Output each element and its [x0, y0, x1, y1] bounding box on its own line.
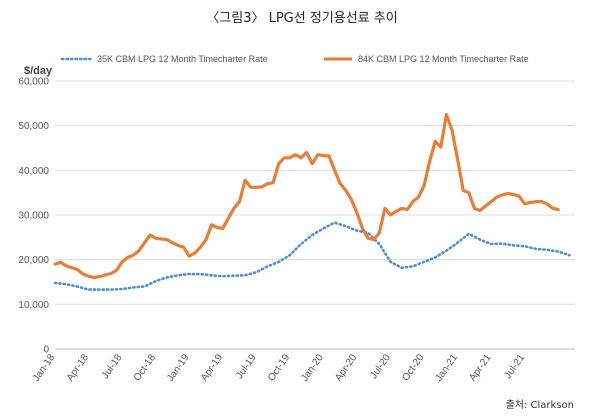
x-tick-label: Oct-18 [132, 352, 158, 383]
y-tick-label: 0 [43, 345, 49, 356]
legend: 35K CBM LPG 12 Month Timecharter Rate 84… [60, 54, 529, 64]
x-tick-label: Oct-20 [400, 352, 426, 383]
series-layer [53, 112, 571, 291]
gridlines [55, 80, 575, 305]
x-tick-label: Jan-19 [165, 352, 192, 384]
x-axis-tick-labels: Jan-18 Apr-18 Jul-18 Oct-18 Jan-19 Apr-19 Jul-… [31, 352, 527, 384]
x-tick-label: Apr-20 [333, 352, 359, 383]
legend-label-35k: 35K CBM LPG 12 Month Timecharter Rate [97, 54, 268, 64]
y-tick-label: 20,000 [18, 255, 49, 266]
source-note: 출처: Clarkson [506, 399, 574, 411]
x-tick-label: Jan-20 [299, 352, 326, 384]
y-tick-label: 50,000 [18, 121, 49, 132]
x-tick-label: Jul-21 [502, 352, 527, 381]
y-tick-label: 10,000 [18, 300, 49, 311]
x-tick-label: Apr-19 [199, 352, 225, 383]
series-line-84k [53, 112, 560, 280]
x-tick-label: Oct-19 [266, 352, 292, 383]
y-tick-label: 60,000 [18, 77, 49, 88]
x-tick-label: Jul-18 [100, 352, 125, 381]
x-tick-label: Apr-21 [467, 352, 493, 383]
y-axis-unit-label: $/day [24, 65, 53, 77]
x-tick-label: Jul-20 [368, 352, 393, 381]
x-tick-label: Jul-19 [234, 352, 259, 381]
y-tick-label: 30,000 [18, 211, 49, 222]
legend-label-84k: 84K CBM LPG 12 Month Timecharter Rate [358, 54, 529, 64]
y-tick-label: 40,000 [18, 166, 49, 177]
chart-title: 〈그림3〉 LPG선 정기용선료 추이 [206, 11, 397, 26]
x-tick-label: Jan-18 [31, 352, 58, 384]
x-tick-label: Jan-21 [433, 352, 460, 384]
x-tick-label: Apr-18 [65, 352, 91, 383]
y-axis-tick-labels: 0 10,000 20,000 30,000 40,000 50,000 60,000 [18, 77, 49, 356]
series-line-35k [53, 221, 571, 291]
